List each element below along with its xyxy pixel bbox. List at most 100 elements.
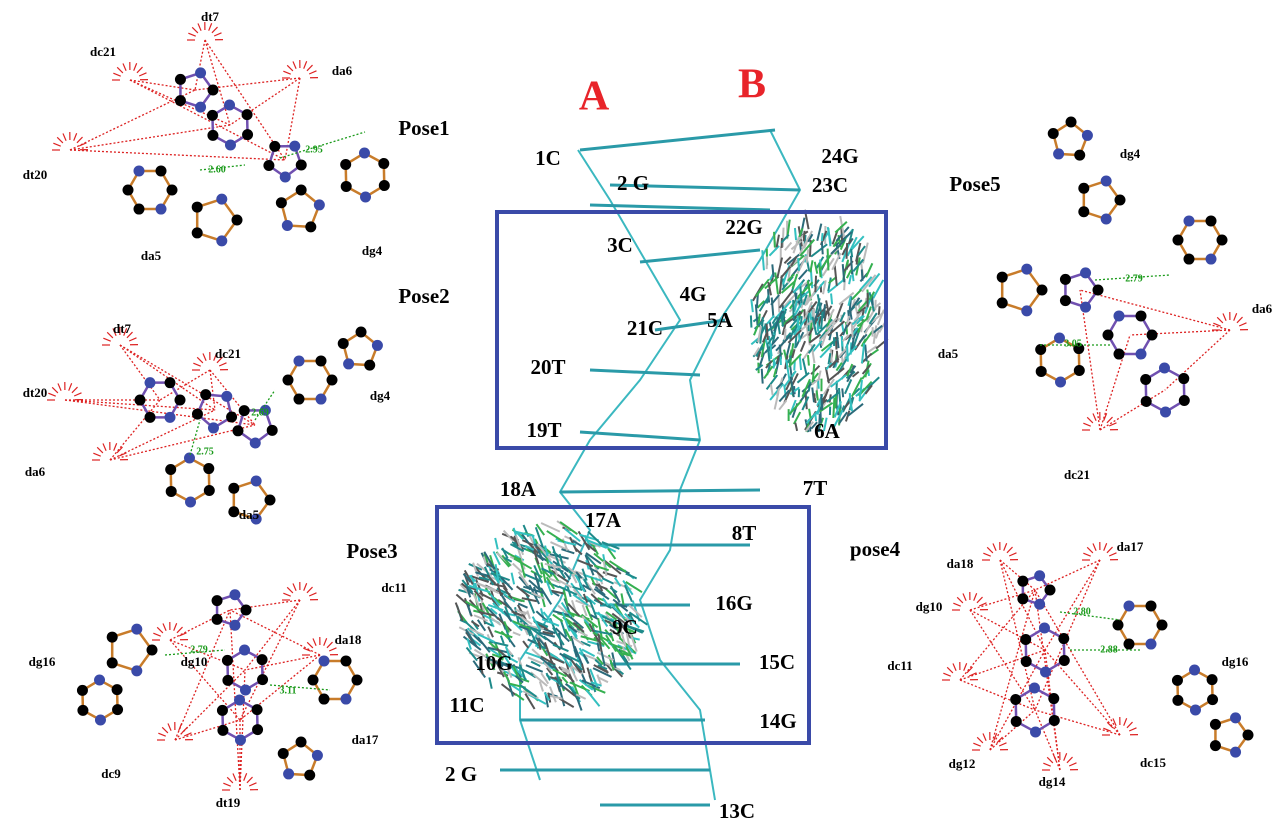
atom (94, 674, 106, 686)
contact-lash (1066, 756, 1073, 764)
ligand-bond (543, 642, 554, 664)
ligand-bond (605, 663, 613, 672)
contact-lash (71, 386, 78, 394)
atom (279, 171, 291, 183)
residue-label: dt7 (201, 9, 220, 24)
ligand-bond (552, 610, 571, 617)
ligand-bond (607, 548, 617, 560)
ligand-bond (778, 389, 790, 403)
atom (131, 623, 143, 635)
ligand-bond (489, 618, 495, 628)
residue-label: dg4 (362, 243, 383, 258)
ligand-bond (754, 278, 770, 298)
atom (112, 704, 124, 716)
contact-lash (136, 66, 143, 74)
ligand-bond (536, 543, 552, 562)
atom (1123, 638, 1135, 650)
ligand-bond (856, 306, 867, 314)
contact-lash (1128, 727, 1137, 732)
atom (122, 184, 134, 196)
ligand-bond (517, 609, 527, 616)
ligand-bond (593, 664, 609, 674)
contact-line (1129, 329, 1231, 336)
ligand-bond (811, 316, 818, 336)
atom (1059, 295, 1071, 307)
ligand-bond (756, 300, 766, 309)
ligand-bond (803, 230, 813, 249)
ligand-bond (554, 627, 570, 643)
atom (133, 203, 145, 215)
ligand-bond (512, 631, 521, 637)
ligand-bond (623, 584, 633, 602)
contact-lash (193, 362, 201, 367)
ligand-bond (776, 300, 792, 318)
ligand-bond (816, 223, 823, 241)
contact-lash (56, 136, 64, 144)
contact-line (244, 599, 301, 671)
contact-lash (303, 583, 308, 591)
ligand-bond (585, 689, 601, 707)
ligand-bond (468, 574, 477, 583)
atom (1140, 373, 1152, 385)
contact-lash (946, 666, 954, 674)
ligand-bond (492, 551, 501, 566)
ligand-bond (770, 294, 780, 306)
contact-lash (51, 386, 59, 394)
atom (378, 180, 390, 192)
ligand-bond (807, 233, 814, 243)
binding-box (435, 505, 811, 745)
atom (1036, 284, 1048, 296)
atom (283, 768, 295, 780)
contact-lash (178, 632, 187, 637)
atom (133, 165, 145, 177)
ligand-bond (778, 399, 788, 411)
atom (275, 197, 287, 209)
contact-lash (196, 356, 204, 364)
contact-lash (968, 672, 977, 677)
contact-lash (283, 592, 291, 597)
contact-lash (1083, 552, 1091, 557)
ligand-bond (609, 602, 626, 620)
ligand-bond (552, 668, 568, 678)
atom (360, 191, 372, 203)
ligand-bond (522, 640, 530, 649)
atom (1102, 329, 1114, 341)
ligand-bond (816, 321, 820, 332)
contact-lash (1103, 413, 1108, 421)
ligand-bond (563, 571, 572, 580)
ligand-bond (563, 565, 574, 575)
ligand-bond (822, 417, 828, 432)
ring-bond (286, 359, 334, 401)
ligand-bond (546, 581, 560, 589)
ligand-bond (503, 610, 513, 623)
ligand-bond (831, 252, 842, 271)
ligand-bond (844, 410, 851, 422)
ligand-bond (811, 340, 823, 353)
atom (200, 389, 212, 401)
atom (155, 203, 167, 215)
contact-line (199, 164, 246, 171)
nucleotide-label: 18A (500, 477, 537, 501)
ligand-bond (550, 676, 563, 682)
ligand-bond (487, 626, 494, 638)
ligand-bond (493, 596, 503, 605)
ligand-bond (876, 309, 885, 326)
ligand-bond (827, 353, 832, 365)
atom (191, 201, 203, 213)
ligand-bond (790, 255, 798, 267)
ligand-bond (576, 559, 594, 568)
ligand-bond (776, 257, 784, 279)
ligand-bond (848, 275, 852, 285)
atom (1030, 726, 1042, 738)
ligand-bond (542, 611, 553, 623)
ring-bond (195, 197, 239, 243)
base-pair (639, 248, 761, 264)
ligand-bond (766, 343, 771, 362)
contact-lash (162, 623, 167, 632)
atom (351, 674, 363, 686)
ligand-bond (501, 548, 511, 556)
ligand-bond (608, 641, 623, 650)
ligand-bond (518, 557, 526, 578)
ligand-bond (765, 360, 773, 369)
ligand-bond (818, 324, 835, 342)
